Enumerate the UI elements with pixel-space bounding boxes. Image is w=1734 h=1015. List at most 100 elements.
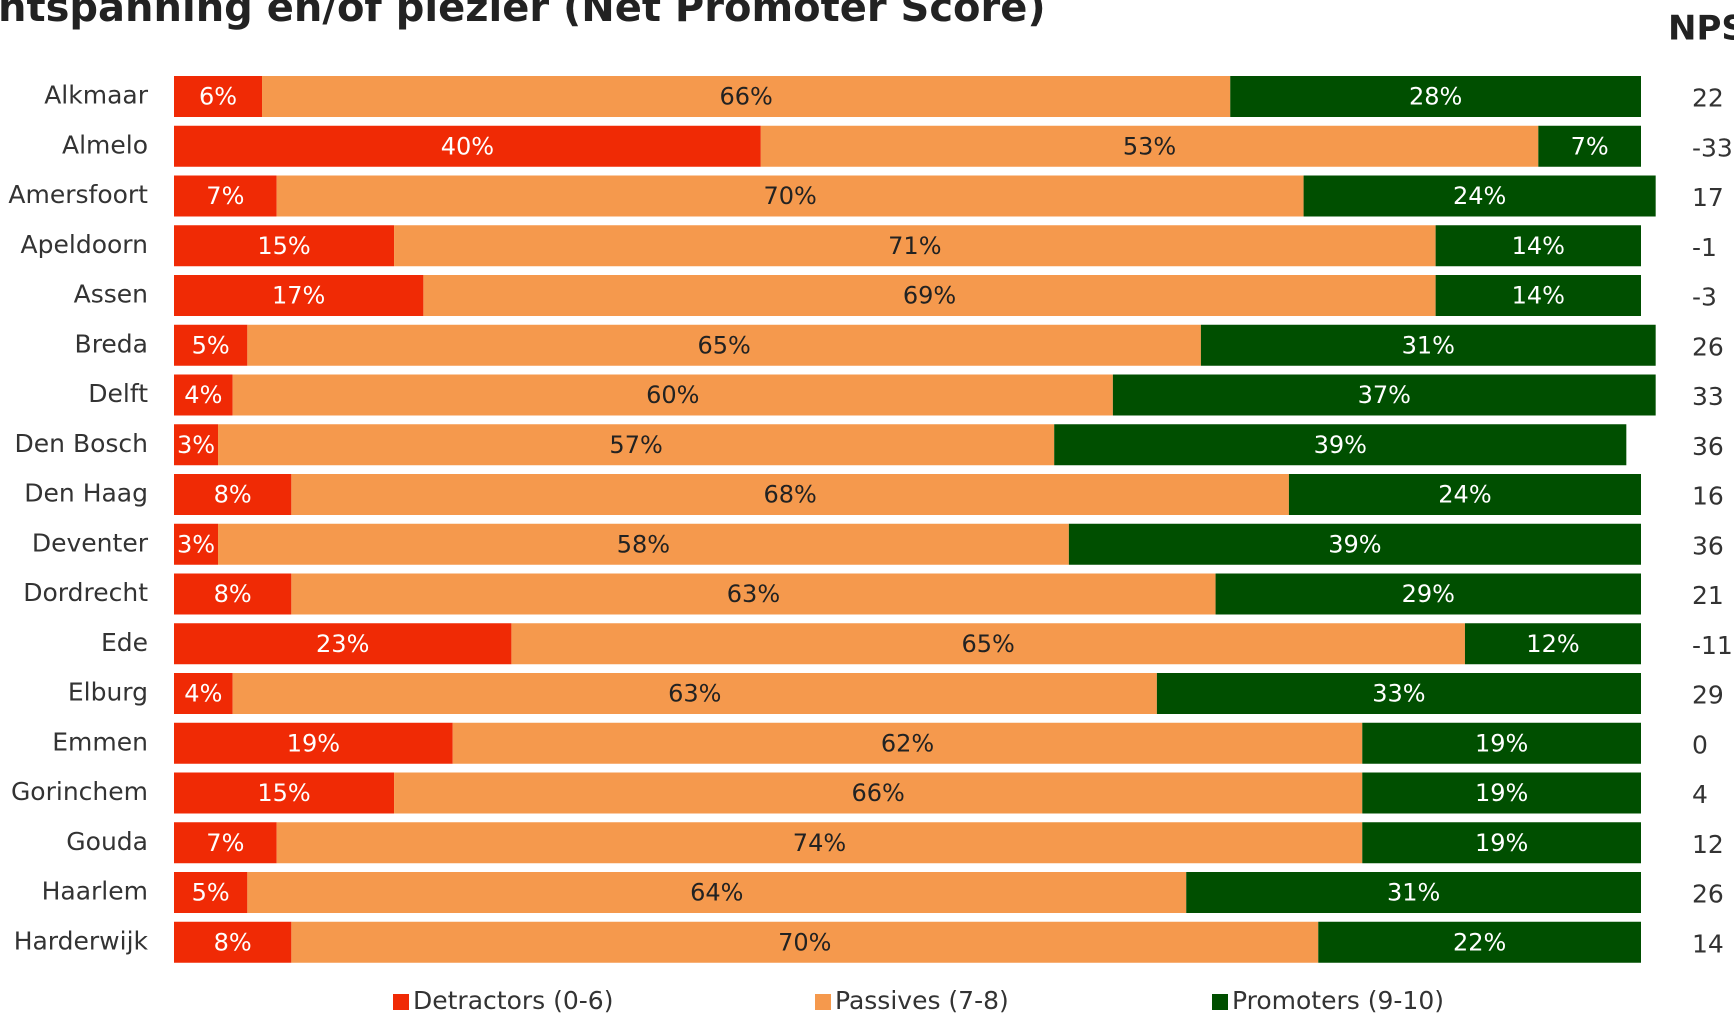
legend-label: Promoters (9-10) xyxy=(1232,986,1444,1015)
value-label: 4% xyxy=(184,381,222,409)
value-label: 7% xyxy=(1571,132,1609,160)
bar-segment xyxy=(174,822,277,864)
bar-segment xyxy=(174,324,248,366)
bar-segment xyxy=(174,374,233,416)
value-label: 37% xyxy=(1358,381,1411,409)
bar-segment xyxy=(174,175,277,217)
value-label: 19% xyxy=(1475,779,1528,807)
bar-segment xyxy=(1200,324,1656,366)
value-label: 17% xyxy=(272,282,325,310)
bar-segment xyxy=(291,474,1289,515)
bar-segment xyxy=(218,424,1055,466)
value-label: 63% xyxy=(668,680,721,708)
value-label: 8% xyxy=(214,481,252,509)
bar-segment xyxy=(276,822,1363,864)
bar-segment xyxy=(174,225,395,267)
legend-swatch xyxy=(1212,994,1228,1010)
value-label: 39% xyxy=(1328,530,1381,558)
bar-segment xyxy=(247,872,1187,913)
bar-segment xyxy=(1318,921,1641,963)
nps-value: 33 xyxy=(1692,382,1724,411)
bar-segment xyxy=(1230,76,1641,117)
nps-value: 36 xyxy=(1692,531,1724,560)
bar-segment xyxy=(174,772,395,814)
bar-segment xyxy=(1288,474,1641,515)
bar-segment xyxy=(174,872,248,913)
value-label: 24% xyxy=(1453,182,1506,210)
nps-value: 21 xyxy=(1692,581,1724,610)
nps-value: 16 xyxy=(1692,482,1724,511)
bar-segment xyxy=(394,225,1436,267)
value-label: 8% xyxy=(214,928,252,956)
bar-segment xyxy=(452,722,1363,764)
category-label: Gorinchem xyxy=(11,777,148,806)
value-label: 23% xyxy=(316,630,369,658)
legend-swatch xyxy=(393,994,409,1010)
bar-segment xyxy=(174,474,292,515)
bar-segment xyxy=(247,324,1201,366)
bar-segment xyxy=(232,374,1113,416)
bar-segment xyxy=(1303,175,1656,217)
nps-value: 26 xyxy=(1692,880,1724,909)
value-label: 24% xyxy=(1438,481,1491,509)
value-label: 33% xyxy=(1372,680,1425,708)
category-label: Ede xyxy=(101,628,148,657)
nps-value: -33 xyxy=(1692,133,1733,162)
nps-value: -3 xyxy=(1692,283,1717,312)
value-label: 12% xyxy=(1526,630,1579,658)
nps-value: 22 xyxy=(1692,84,1724,113)
nps-value: 4 xyxy=(1692,780,1708,809)
bar-segment xyxy=(423,275,1436,316)
category-label: Dordrecht xyxy=(23,578,148,607)
value-label: 65% xyxy=(962,630,1015,658)
value-label: 15% xyxy=(257,232,310,260)
nps-value: 17 xyxy=(1692,183,1724,212)
bar-segment xyxy=(760,125,1539,167)
value-label: 60% xyxy=(646,381,699,409)
value-label: 6% xyxy=(199,83,237,111)
value-label: 68% xyxy=(763,481,816,509)
bar-segment xyxy=(1464,623,1641,665)
value-label: 63% xyxy=(727,580,780,608)
value-label: 14% xyxy=(1512,282,1565,310)
bar-segment xyxy=(174,722,453,764)
category-label: Apeldoorn xyxy=(21,230,148,259)
category-label: Harderwijk xyxy=(14,926,149,955)
bar-segment xyxy=(174,125,761,167)
value-label: 4% xyxy=(184,680,222,708)
nps-header: NPS xyxy=(1668,9,1734,49)
value-label: 71% xyxy=(888,232,941,260)
value-label: 69% xyxy=(903,282,956,310)
nps-value: 14 xyxy=(1692,929,1724,958)
value-label: 62% xyxy=(881,729,934,757)
category-label: Alkmaar xyxy=(44,81,149,110)
bar-segment xyxy=(174,523,219,565)
value-label: 57% xyxy=(609,431,662,459)
bar-segment xyxy=(262,76,1231,117)
bar-segment xyxy=(174,573,292,615)
nps-value: 29 xyxy=(1692,681,1724,710)
value-label: 31% xyxy=(1387,879,1440,907)
bar-segment xyxy=(1362,772,1641,814)
value-label: 7% xyxy=(206,182,244,210)
category-label: Den Haag xyxy=(24,479,148,508)
value-label: 74% xyxy=(793,829,846,857)
bar-segment xyxy=(1054,424,1627,466)
bar-segment xyxy=(1215,573,1641,615)
legend-swatch xyxy=(815,994,831,1010)
legend-label: Detractors (0-6) xyxy=(413,986,613,1015)
value-label: 5% xyxy=(192,331,230,359)
bar-segment xyxy=(394,772,1363,814)
value-label: 5% xyxy=(192,879,230,907)
value-label: 65% xyxy=(697,331,750,359)
bar-segment xyxy=(1362,822,1641,864)
bar-segment xyxy=(174,275,424,316)
bar-segment xyxy=(291,921,1319,963)
value-label: 66% xyxy=(719,83,772,111)
bar-segment xyxy=(218,523,1069,565)
value-label: 70% xyxy=(778,928,831,956)
value-label: 58% xyxy=(617,530,670,558)
bar-segment xyxy=(1156,673,1641,714)
bar-segment xyxy=(174,921,292,963)
